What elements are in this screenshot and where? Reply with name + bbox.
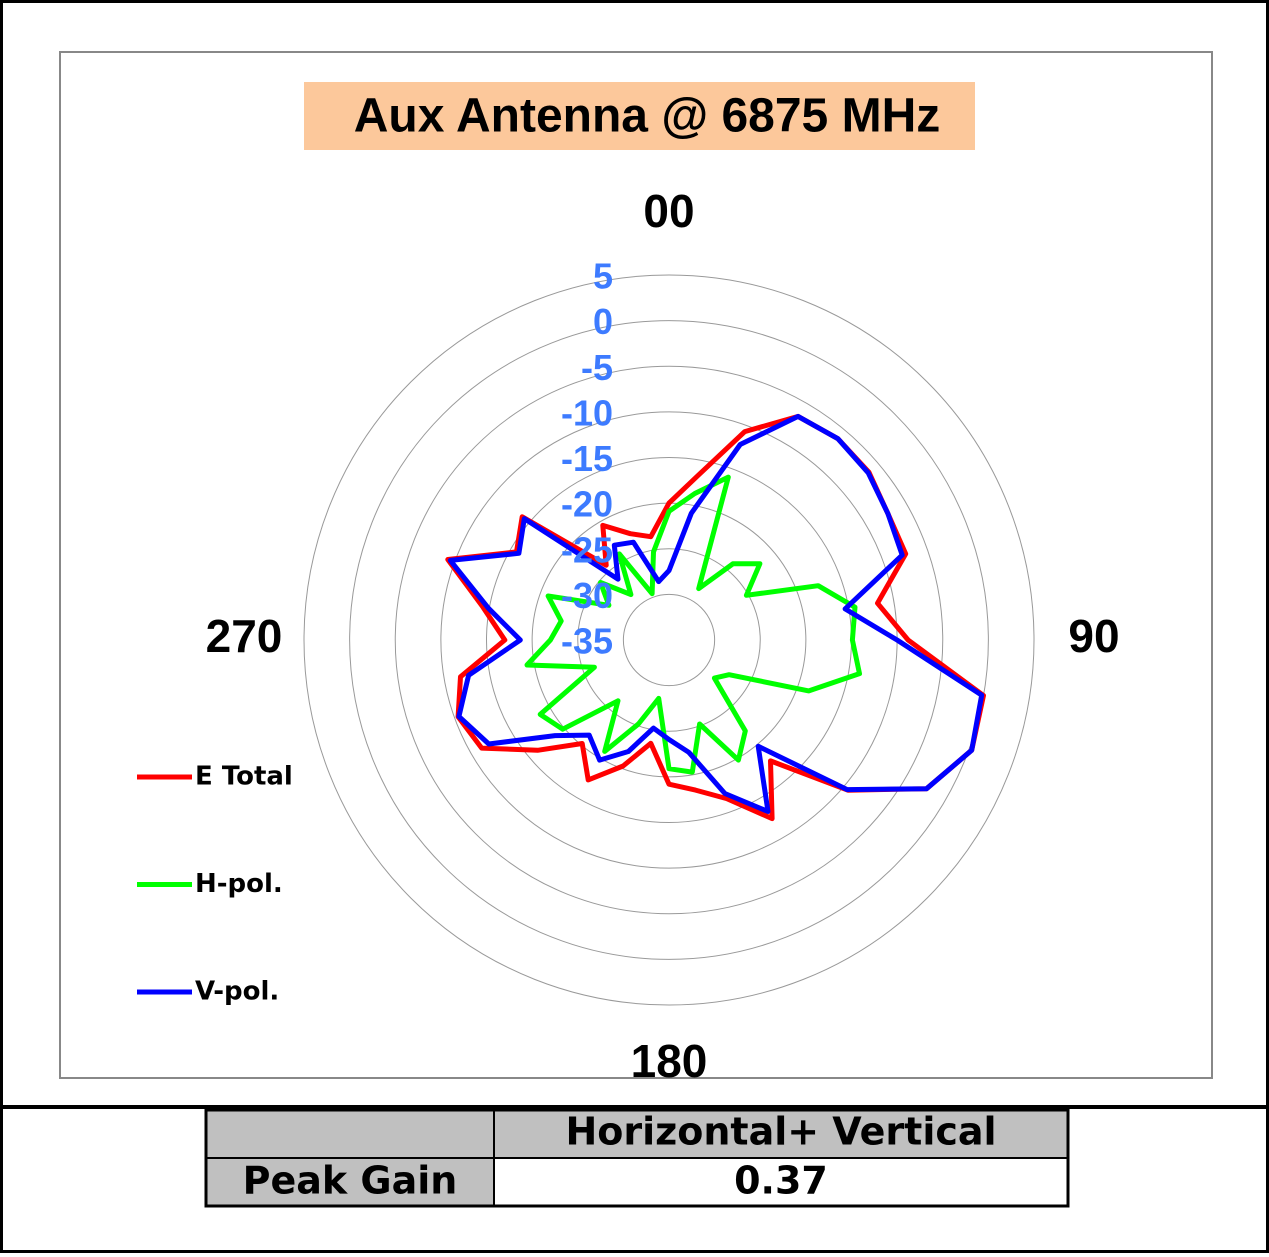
angle-label: 180 bbox=[631, 1035, 708, 1087]
grid-ring bbox=[577, 548, 761, 732]
grid-ring bbox=[349, 320, 989, 960]
angle-label: 90 bbox=[1068, 610, 1119, 662]
angle-label: 00 bbox=[643, 185, 694, 237]
row-label-cell bbox=[206, 1158, 494, 1206]
r-tick-label: 0 bbox=[593, 301, 613, 342]
r-tick-label: -30 bbox=[561, 575, 613, 616]
table-value: 0.37 bbox=[734, 1159, 828, 1203]
table-row-label: Peak Gain bbox=[243, 1159, 458, 1203]
r-tick-label: -5 bbox=[581, 347, 613, 388]
series-line bbox=[524, 474, 862, 775]
table-column-header: Horizontal+ Vertical bbox=[565, 1110, 996, 1154]
table-header bbox=[206, 1110, 1068, 1158]
legend-label: E Total bbox=[195, 762, 293, 792]
grid-ring bbox=[303, 274, 1035, 1006]
r-tick-label: -10 bbox=[561, 392, 613, 433]
grid-ring bbox=[394, 365, 944, 915]
r-tick-label: -15 bbox=[561, 438, 613, 479]
legend-label: H-pol. bbox=[195, 869, 283, 899]
legend-label: V-pol. bbox=[195, 977, 279, 1007]
r-tick-label: -35 bbox=[561, 621, 613, 662]
series-line bbox=[447, 413, 985, 814]
grid-ring bbox=[622, 593, 716, 687]
chart-title: Aux Antenna @ 6875 MHz bbox=[354, 90, 940, 143]
angle-label: 270 bbox=[206, 610, 283, 662]
value-cell bbox=[494, 1158, 1068, 1206]
plot-frame bbox=[59, 51, 1213, 1079]
title-box bbox=[304, 82, 975, 150]
r-tick-label: -20 bbox=[561, 484, 613, 525]
r-tick-label: -25 bbox=[561, 529, 613, 570]
r-tick-label: 5 bbox=[593, 256, 613, 297]
